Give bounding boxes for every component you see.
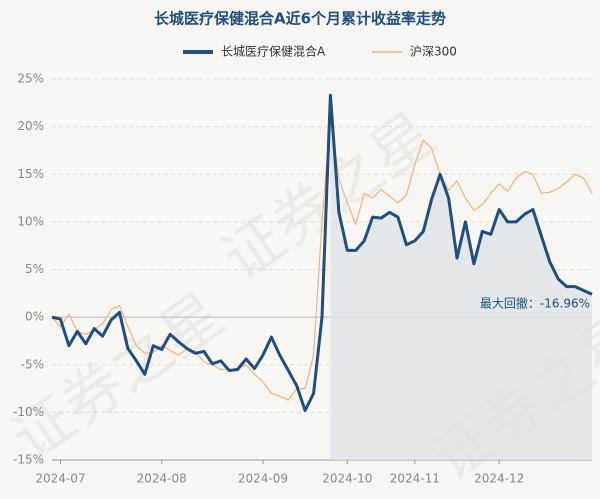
- x-tick-label: 2024-07: [35, 472, 85, 486]
- y-tick-label: 5%: [25, 262, 44, 276]
- legend-label: 沪深300: [410, 45, 457, 59]
- x-tick-label: 2024-09: [238, 472, 288, 486]
- chart-title: 长城医疗保健混合A近6个月累计收益率走势: [154, 10, 446, 28]
- y-tick-label: -15%: [13, 453, 44, 467]
- y-tick-label: 25%: [17, 72, 44, 86]
- drawdown-area: [330, 95, 592, 460]
- x-tick-label: 2024-08: [137, 472, 187, 486]
- y-tick-label: 15%: [17, 167, 44, 181]
- y-tick-label: -5%: [21, 357, 44, 371]
- series-line: [51, 93, 593, 412]
- x-tick-label: 2024-11: [390, 472, 440, 486]
- legend-label: 长城医疗保健混合A: [221, 44, 326, 59]
- series-line: [51, 116, 593, 401]
- y-tick-label: 20%: [17, 119, 44, 133]
- x-tick-label: 2024-10: [322, 472, 372, 486]
- x-tick-label: 2024-12: [474, 472, 524, 486]
- y-tick-label: 10%: [17, 214, 44, 228]
- y-tick-label: 0%: [25, 310, 44, 324]
- annotation: 最大回撤：-16.96%: [480, 296, 590, 311]
- y-tick-label: -10%: [13, 405, 44, 419]
